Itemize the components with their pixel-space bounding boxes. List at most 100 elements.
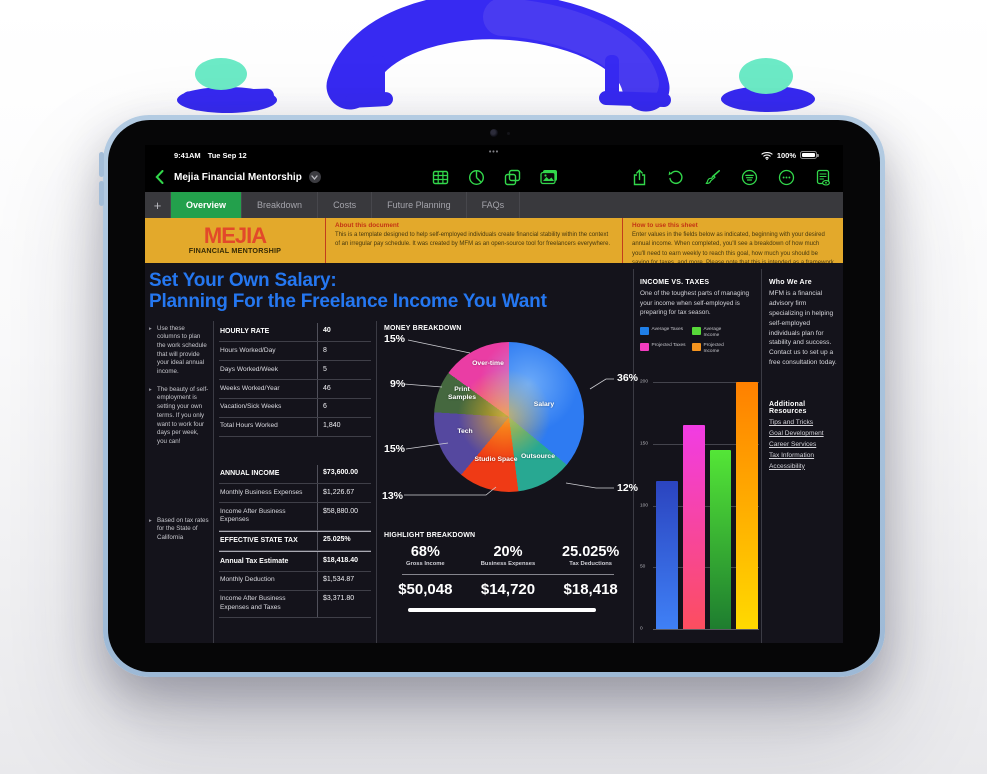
add-sheet-button[interactable]: + (145, 192, 171, 218)
cell-label[interactable]: Income After Business Expenses (220, 507, 286, 524)
bar-projected-income[interactable] (736, 382, 758, 629)
table-row[interactable]: EFFECTIVE STATE TAX 25.025% (219, 530, 371, 552)
painted-handle-illustration (177, 0, 815, 113)
insert-table-button[interactable] (432, 169, 449, 186)
bar-average-taxes[interactable] (656, 480, 678, 629)
ipad-bezel: 9:41AM Tue Sep 12 ••• 100% (108, 120, 880, 672)
resource-links: Tips and Tricks Goal Development Career … (769, 418, 839, 472)
table-row[interactable]: Total Hours Worked 1,840 (219, 417, 371, 437)
table-row[interactable]: Monthly Business Expenses $1,226.67 (219, 484, 371, 503)
tab-future-planning[interactable]: Future Planning (372, 192, 467, 218)
cell-value[interactable]: $73,600.00 (317, 464, 371, 484)
document-title[interactable]: Mejia Financial Mentorship (174, 171, 302, 183)
link-tips-and-tricks[interactable]: Tips and Tricks (769, 419, 814, 427)
cell-value[interactable]: $18,418.40 (317, 552, 371, 571)
pie-slice-label: Salary (533, 400, 555, 408)
table-row[interactable]: Hours Worked/Day 8 (219, 342, 371, 362)
multitasking-indicator[interactable]: ••• (488, 149, 500, 156)
cell-value[interactable]: 46 (317, 380, 371, 398)
battery-percent: 100% (776, 150, 796, 160)
cell-value[interactable]: $1,534.87 (317, 571, 371, 590)
status-time: 9:41AM (174, 150, 201, 160)
insert-shape-button[interactable] (504, 169, 521, 186)
cell-label[interactable]: HOURLY RATE (220, 328, 270, 336)
format-button[interactable] (704, 169, 721, 186)
cell-value[interactable]: $3,371.80 (317, 590, 371, 618)
table-row[interactable]: ANNUAL INCOME $73,600.00 (219, 464, 371, 485)
sheet-title-line1: Set Your Own Salary: (149, 270, 337, 291)
money-pie[interactable] (434, 341, 584, 492)
logo-title: MEJIA (203, 222, 267, 248)
sheet-canvas[interactable]: Set Your Own Salary: Planning For the Fr… (145, 263, 843, 643)
pie-callout: 15% (384, 442, 406, 455)
pie-slice-label: Outsource (521, 452, 555, 460)
link-accessibility[interactable]: Accessibility (769, 462, 805, 470)
tab-breakdown[interactable]: Breakdown (242, 192, 319, 218)
money-breakdown-chart[interactable]: 15% 9% 15% 13% 36% 12% Over-time Print S… (382, 332, 638, 528)
hours-table[interactable]: HOURLY RATE 40 Hours Worked/Day 8 Days W… (219, 322, 371, 437)
cell-label[interactable]: Monthly Business Expenses (220, 488, 303, 496)
more-button[interactable] (778, 169, 795, 186)
cell-value[interactable]: $58,880.00 (317, 503, 371, 530)
tab-faqs[interactable]: FAQs (467, 192, 521, 218)
cell-value[interactable]: 8 (317, 342, 371, 361)
tab-overview[interactable]: Overview (171, 192, 243, 218)
title-menu-button[interactable] (308, 171, 321, 183)
highlight-pct: 68% (410, 543, 440, 560)
cell-value[interactable]: 6 (317, 398, 371, 417)
cell-label[interactable]: EFFECTIVE STATE TAX (220, 537, 298, 545)
bullet-icon: ▸ (149, 386, 152, 393)
link-career-services[interactable]: Career Services (769, 440, 817, 448)
cell-label[interactable]: Days Worked/Week (220, 365, 279, 373)
page-options-button[interactable] (815, 169, 831, 186)
table-row[interactable]: Monthly Deduction $1,534.87 (219, 571, 371, 591)
cell-value[interactable]: 5 (317, 361, 371, 379)
cell-label[interactable]: Hours Worked/Day (220, 346, 276, 354)
table-row[interactable]: Income After Business Expenses and Taxes… (219, 590, 371, 619)
bar-projected-taxes[interactable] (682, 425, 705, 629)
cell-label[interactable]: Income After Business Expenses and Taxes (220, 595, 286, 611)
cell-value[interactable]: 40 (317, 322, 371, 342)
logo-subtitle: FINANCIAL MENTORSHIP (188, 246, 282, 256)
table-row[interactable]: HOURLY RATE 40 (219, 322, 371, 343)
table-row[interactable]: Days Worked/Week 5 (219, 361, 371, 380)
share-button[interactable] (632, 168, 647, 186)
cell-value[interactable]: 25.025% (317, 531, 371, 551)
divider (402, 573, 614, 575)
view-options-button[interactable] (741, 169, 758, 186)
cell-label[interactable]: Monthly Deduction (220, 576, 275, 584)
insert-chart-button[interactable] (468, 169, 485, 186)
link-goal-development[interactable]: Goal Development (769, 430, 824, 437)
link-tax-information[interactable]: Tax Information (769, 451, 815, 459)
cell-value[interactable]: $1,226.67 (317, 484, 371, 502)
table-row[interactable]: Annual Tax Estimate $18,418.40 (219, 551, 371, 572)
cell-label[interactable]: Weeks Worked/Year (220, 384, 280, 392)
view-options-icon (741, 169, 758, 185)
undo-button[interactable] (667, 169, 684, 186)
cell-label[interactable]: ANNUAL INCOME (220, 470, 280, 478)
table-row[interactable]: Weeks Worked/Year 46 (219, 380, 371, 399)
income-vs-taxes-chart[interactable]: 200 150 100 50 0 (640, 380, 759, 632)
cell-label[interactable]: Annual Tax Estimate (220, 557, 289, 565)
note-item: ▸ Based on tax rates for the State of Ca… (149, 517, 209, 543)
highlight-col: 20% Business Expenses (467, 544, 550, 567)
table-row[interactable]: Vacation/Sick Weeks 6 (219, 398, 371, 418)
cell-label[interactable]: Vacation/Sick Weeks (220, 403, 282, 411)
back-button[interactable] (155, 170, 164, 184)
income-table[interactable]: ANNUAL INCOME $73,600.00 Monthly Busines… (219, 464, 371, 619)
tables-column: HOURLY RATE 40 Hours Worked/Day 8 Days W… (219, 322, 371, 643)
insert-media-button[interactable] (540, 169, 558, 186)
legend-item: Average Taxes (640, 326, 686, 339)
table-row[interactable]: Income After Business Expenses $58,880.0… (219, 503, 371, 531)
howto-section: How to use this sheet Enter values in th… (622, 218, 843, 275)
pie-callout: 15% (384, 332, 406, 345)
cell-label[interactable]: Total Hours Worked (220, 422, 278, 430)
bar-average-income[interactable] (709, 449, 732, 629)
chevron-down-icon (311, 174, 318, 180)
mejia-logo: MEJIA FINANCIAL MENTORSHIP (145, 218, 325, 263)
front-camera (490, 129, 498, 137)
cell-value[interactable]: 1,840 (317, 417, 371, 436)
highlight-col: 68% Gross Income (384, 544, 467, 567)
tab-costs[interactable]: Costs (318, 192, 373, 218)
